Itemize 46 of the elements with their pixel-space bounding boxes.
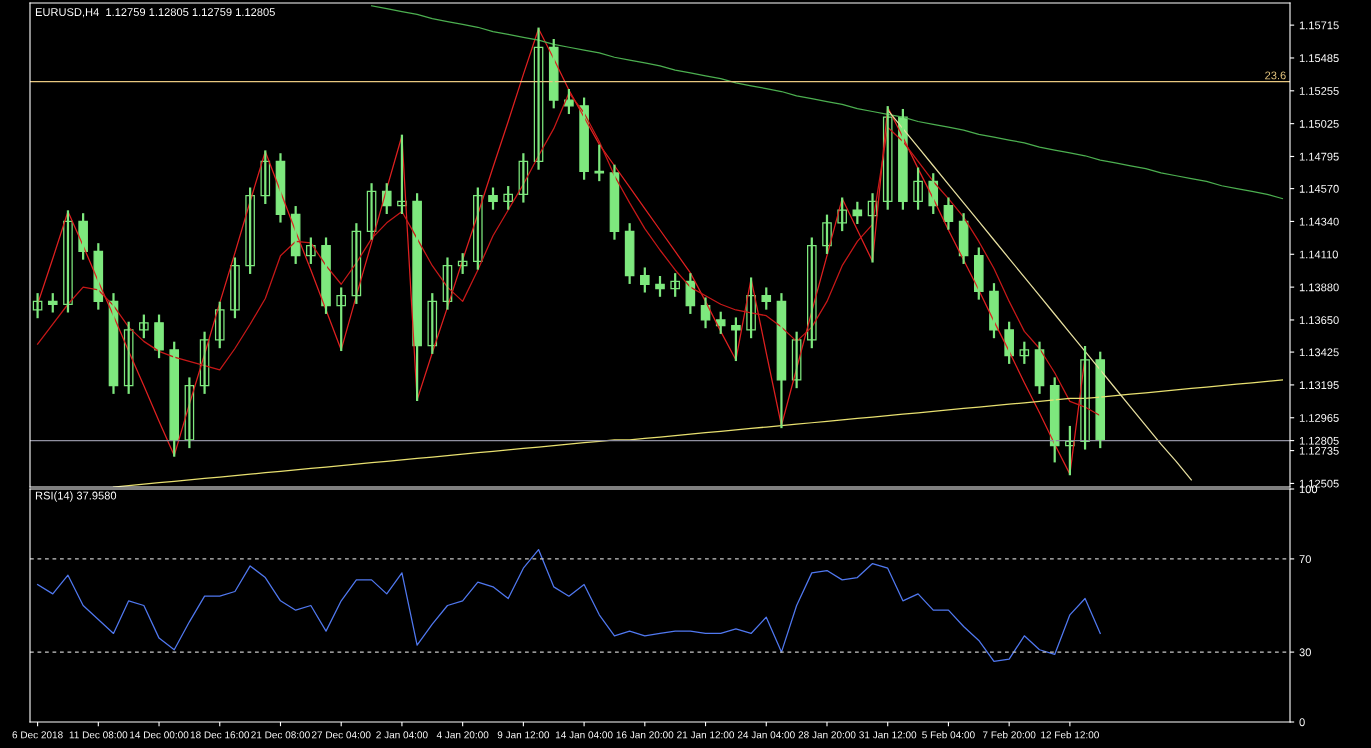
x-tick-label: 27 Dec 04:00 xyxy=(311,731,371,739)
x-tick-label: 6 Dec 2018 xyxy=(12,731,63,739)
y-tick-label: 1.15485 xyxy=(1299,54,1339,63)
y-tick-label: 1.13650 xyxy=(1299,316,1339,325)
x-tick-label: 7 Feb 20:00 xyxy=(982,731,1036,739)
annotation: 23.6 xyxy=(1265,71,1286,80)
y-tick-label: 1.14570 xyxy=(1299,184,1339,193)
y-tick-label: 1.14340 xyxy=(1299,217,1339,226)
x-tick-label: 9 Jan 12:00 xyxy=(497,731,550,739)
x-tick-label: 14 Dec 00:00 xyxy=(130,731,189,739)
y-tick-label: 30 xyxy=(1299,648,1311,657)
y-tick-label: 70 xyxy=(1299,555,1311,564)
x-tick-label: 28 Jan 20:00 xyxy=(798,731,856,739)
y-tick-label: 1.15025 xyxy=(1299,119,1339,128)
x-tick-label: 21 Dec 08:00 xyxy=(251,731,310,739)
y-tick-label: 1.12735 xyxy=(1299,446,1339,455)
y-tick-label: 1.13195 xyxy=(1299,381,1339,390)
y-tick-label: 1.15255 xyxy=(1299,87,1339,95)
y-tick-label: 1.13425 xyxy=(1299,348,1339,357)
x-tick-label: 14 Jan 04:00 xyxy=(555,731,613,739)
x-tick-label: 31 Jan 12:00 xyxy=(859,731,917,739)
y-tick-label: 1.14110 xyxy=(1299,250,1338,259)
candlestick xyxy=(139,314,149,339)
x-tick-label: 4 Jan 20:00 xyxy=(436,731,489,739)
x-tick-label: 16 Jan 20:00 xyxy=(616,731,674,739)
y-tick-label: 1.12805 xyxy=(1299,436,1339,445)
x-tick-label: 12 Feb 12:00 xyxy=(1041,731,1099,739)
candlestick xyxy=(594,144,605,182)
candlestick xyxy=(731,317,741,362)
y-tick-label: 0 xyxy=(1299,718,1305,727)
x-tick-label: 24 Jan 04:00 xyxy=(737,731,795,739)
x-tick-label: 5 Feb 04:00 xyxy=(922,731,975,739)
line-series xyxy=(370,5,1284,200)
y-tick-label: 1.15715 xyxy=(1299,21,1339,30)
y-tick-label: 1.13880 xyxy=(1299,283,1339,292)
line-series xyxy=(887,109,1192,481)
y-tick-label: 1.12965 xyxy=(1299,414,1339,422)
x-tick-label: 11 Dec 08:00 xyxy=(69,731,128,739)
x-tick-label: 18 Dec 16:00 xyxy=(190,731,250,739)
chart-title: EURUSD,H4 1.12759 1.12805 1.12759 1.12805 xyxy=(35,8,275,18)
x-tick-label: 2 Jan 04:00 xyxy=(376,731,428,739)
chart-title: RSI(14) 37.9580 xyxy=(35,491,117,502)
x-tick-label: 21 Jan 12:00 xyxy=(677,731,735,739)
y-tick-label: 1.14795 xyxy=(1299,152,1339,161)
line-series xyxy=(36,548,1101,663)
line-series xyxy=(36,92,1101,417)
